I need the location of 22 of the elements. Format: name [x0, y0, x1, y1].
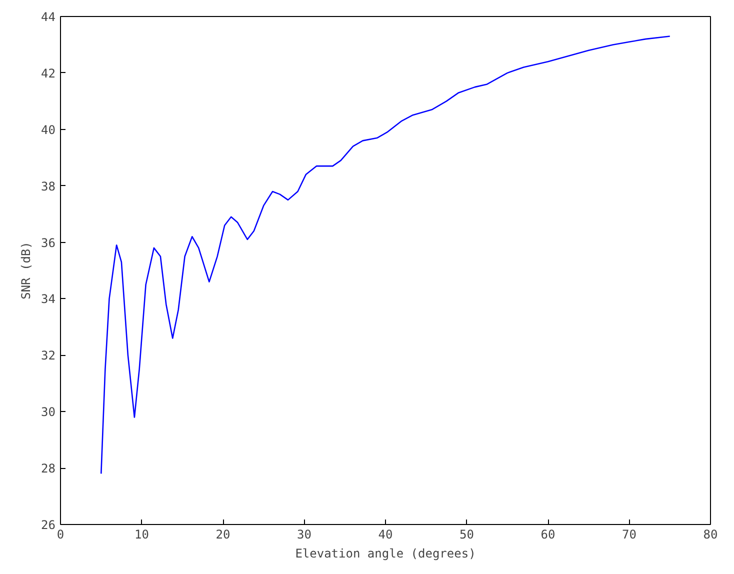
- y-tick-label: 28: [41, 462, 56, 476]
- x-tick-label: 60: [540, 528, 556, 542]
- y-tick-label: 34: [41, 292, 56, 306]
- x-tick-label: 20: [216, 528, 230, 542]
- y-tick-label: 26: [41, 518, 56, 532]
- x-tick-label: 50: [460, 528, 474, 542]
- y-tick-label: 30: [41, 405, 56, 420]
- x-tick-label: 80: [703, 528, 718, 542]
- x-tick-label: 10: [134, 528, 149, 542]
- y-tick-label: 38: [41, 179, 56, 194]
- x-tick-label: 70: [622, 528, 636, 542]
- x-axis-title: Elevation angle (degrees): [295, 546, 476, 560]
- x-tick-label: 30: [297, 528, 312, 542]
- line-series: [100, 36, 671, 474]
- y-tick-label: 44: [41, 10, 56, 24]
- y-axis-title: SNR (dB): [19, 242, 34, 300]
- y-tick-label: 40: [41, 122, 56, 137]
- y-tick-label: 36: [41, 236, 56, 250]
- x-tick-label: 0: [56, 528, 64, 542]
- x-tick-label: 40: [378, 528, 393, 542]
- y-tick-label: 32: [41, 348, 56, 363]
- y-tick-label: 42: [41, 66, 56, 80]
